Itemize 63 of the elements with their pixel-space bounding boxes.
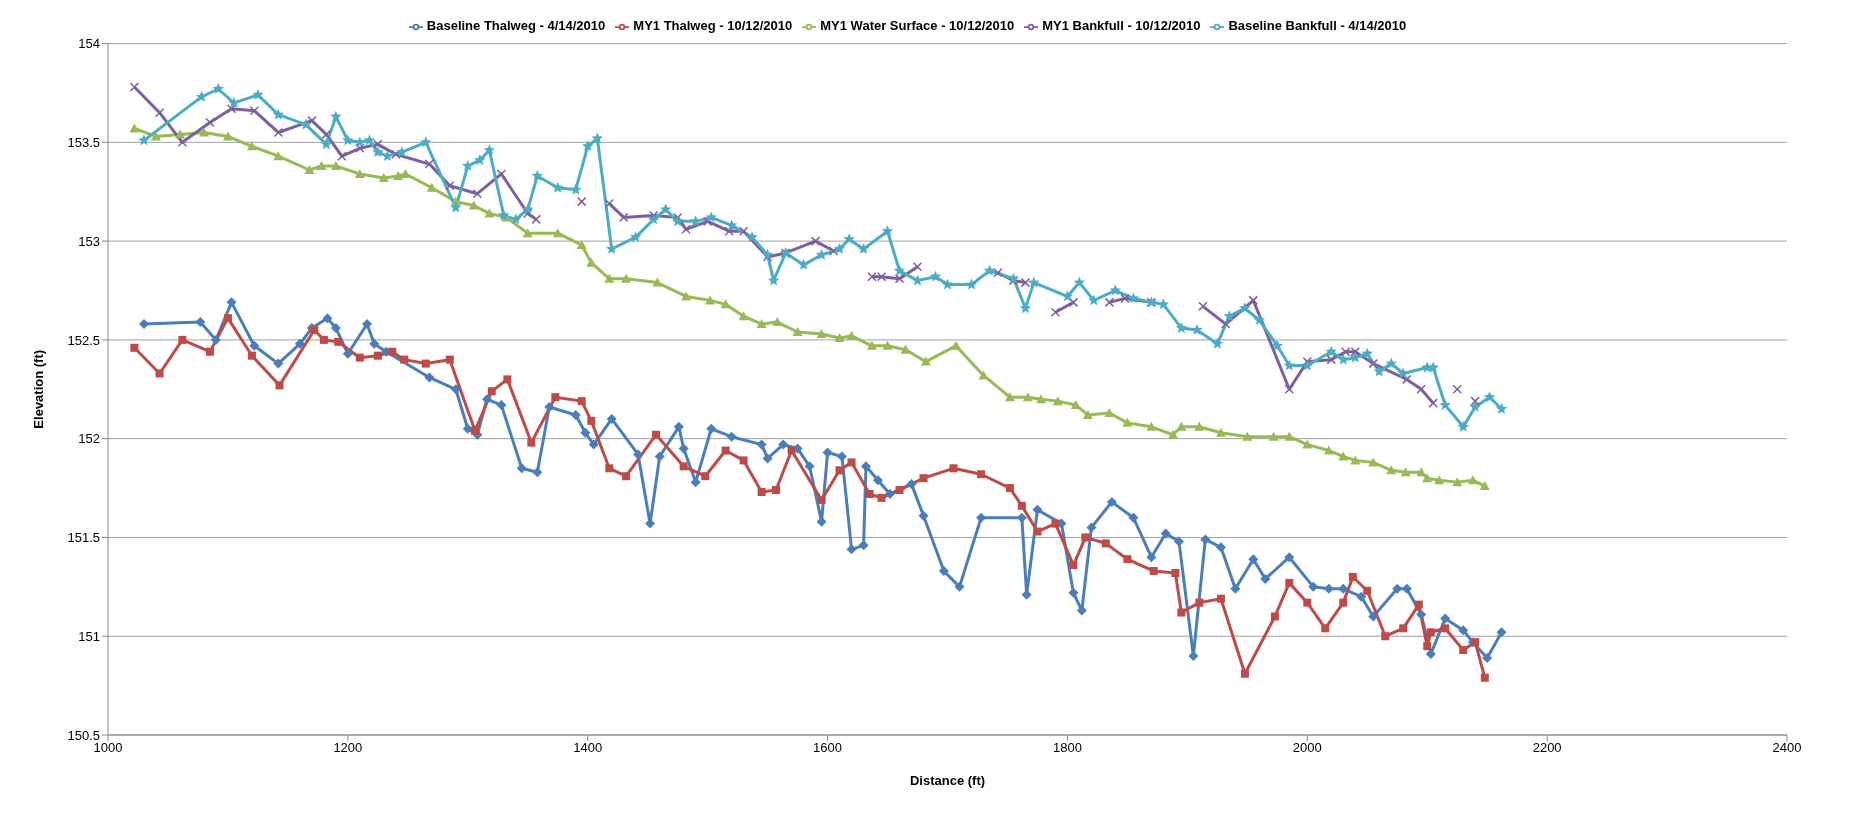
point (993, 267, 1003, 278)
point (738, 226, 749, 236)
legend-label: Baseline Thalweg - 4/14/2010 (426, 18, 606, 33)
y-tick-label: 150.5 (67, 727, 100, 743)
point (226, 104, 237, 114)
point (1050, 307, 1061, 317)
point (177, 137, 188, 148)
point (1068, 297, 1079, 308)
legend-label: MY1 Thalweg - 10/12/2010 (633, 18, 793, 33)
point (355, 143, 365, 154)
x-tick-label: 2400 (1772, 740, 1802, 756)
y-tick-label: 151.5 (67, 530, 100, 546)
x-tick-label: 1000 (93, 740, 123, 756)
point (1416, 384, 1426, 395)
point (249, 105, 260, 116)
y-tick-label: 151 (78, 628, 100, 644)
legend-label: MY1 Bankfull - 10/12/2010 (1042, 18, 1201, 33)
legend-label: Baseline Bankfull - 4/14/2010 (1228, 18, 1407, 33)
point (424, 159, 435, 169)
point (604, 198, 615, 209)
point (1104, 297, 1115, 308)
point (810, 236, 821, 246)
y-tick-label: 154 (78, 36, 100, 52)
point (724, 226, 734, 236)
x-tick-label: 1200 (333, 740, 363, 756)
point (1470, 396, 1480, 406)
point (1198, 301, 1208, 312)
x-axis-title: Distance (ft) (909, 773, 986, 788)
x-tick-label: 2000 (1292, 740, 1322, 756)
point (205, 117, 215, 128)
point (472, 188, 483, 199)
point (894, 273, 905, 284)
y-tick-label: 153 (78, 233, 100, 249)
point (1220, 319, 1231, 329)
point (445, 181, 455, 191)
point (391, 149, 401, 159)
x-tick-label: 2200 (1532, 740, 1562, 756)
point (337, 151, 347, 161)
y-tick-label: 153.5 (67, 134, 100, 150)
y-tick-label: 152 (78, 431, 100, 447)
point (1248, 295, 1259, 306)
point (1120, 293, 1130, 304)
point (1326, 354, 1337, 365)
point (912, 262, 923, 272)
point (1402, 374, 1412, 385)
y-axis-title: Elevation (ft) (30, 349, 46, 429)
legend-label: MY1 Water Surface - 10/12/2010 (820, 18, 1015, 33)
x-tick-label: 1400 (573, 740, 603, 756)
point (1284, 384, 1295, 395)
point (1020, 277, 1031, 288)
point (1452, 384, 1462, 395)
x-tick-label: 1800 (1052, 740, 1082, 756)
point (1368, 358, 1378, 369)
point (531, 214, 541, 225)
point (373, 139, 383, 150)
point (307, 115, 317, 126)
point (681, 224, 691, 235)
x-tick-label: 1600 (813, 740, 843, 756)
point (129, 82, 140, 92)
point (496, 169, 507, 179)
point (576, 196, 587, 207)
y-tick-label: 152.5 (67, 332, 100, 348)
point (1428, 398, 1438, 408)
